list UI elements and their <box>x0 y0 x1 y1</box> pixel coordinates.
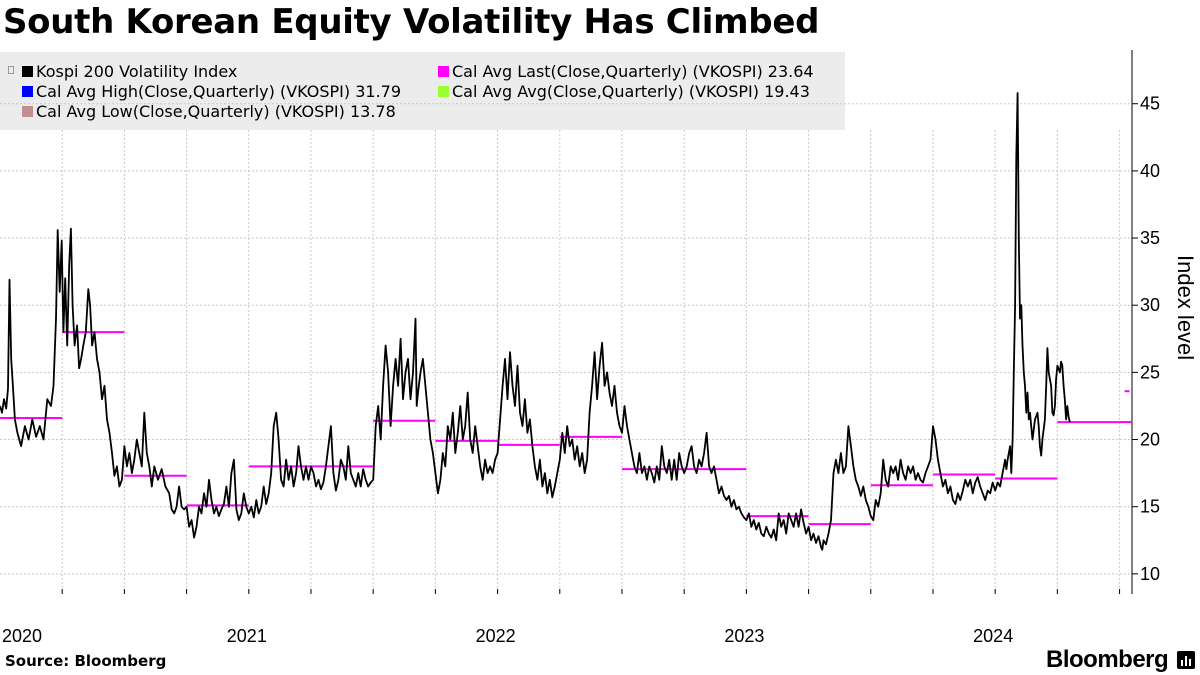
chart-title: South Korean Equity Volatility Has Climb… <box>3 2 820 42</box>
legend-item-kospi: Kospi 200 Volatility Index <box>22 62 237 81</box>
brand-logo-text: Bloomberg <box>1046 646 1169 673</box>
y-tick-label-35: 35 <box>1140 228 1160 248</box>
legend: Kospi 200 Volatility Index Cal Avg High(… <box>0 52 845 130</box>
legend-item-high: Cal Avg High(Close,Quarterly) (VKOSPI) 3… <box>22 82 401 101</box>
legend-label-low: Cal Avg Low(Close,Quarterly) (VKOSPI) 13… <box>36 102 396 121</box>
y-tick-label-15: 15 <box>1140 497 1160 517</box>
legend-swatch-last <box>438 66 449 77</box>
y-tick-label-25: 25 <box>1140 362 1160 382</box>
x-tick-label-2020: 2020 <box>2 626 42 646</box>
legend-label-high: Cal Avg High(Close,Quarterly) (VKOSPI) 3… <box>36 82 402 101</box>
legend-item-low: Cal Avg Low(Close,Quarterly) (VKOSPI) 13… <box>22 102 396 121</box>
x-tick-label-2022: 2022 <box>476 626 516 646</box>
legend-label-kospi: Kospi 200 Volatility Index <box>36 62 238 81</box>
y-tick-label-45: 45 <box>1140 94 1160 114</box>
bloomberg-bar-icon <box>1177 651 1195 669</box>
y-tick-label-40: 40 <box>1140 161 1160 181</box>
y-axis-title: Index level <box>1173 255 1198 360</box>
x-tick-label-2023: 2023 <box>724 626 764 646</box>
legend-label-last: Cal Avg Last(Close,Quarterly) (VKOSPI) 2… <box>452 62 814 81</box>
y-tick-label-30: 30 <box>1140 295 1160 315</box>
y-tick-label-20: 20 <box>1140 430 1160 450</box>
x-tick-label-2021: 2021 <box>227 626 267 646</box>
legend-item-last: Cal Avg Last(Close,Quarterly) (VKOSPI) 2… <box>438 62 814 81</box>
legend-swatch-kospi <box>22 66 33 77</box>
source-note: Source: Bloomberg <box>5 652 167 670</box>
legend-label-avg: Cal Avg Avg(Close,Quarterly) (VKOSPI) 19… <box>452 82 810 101</box>
series-line-kospi200-volatility <box>0 92 1071 551</box>
legend-swatch-high <box>22 86 33 97</box>
x-tick-label-2024: 2024 <box>973 626 1013 646</box>
legend-item-avg: Cal Avg Avg(Close,Quarterly) (VKOSPI) 19… <box>438 82 810 101</box>
y-tick-label-10: 10 <box>1140 564 1160 584</box>
legend-swatch-low <box>22 106 33 117</box>
legend-swatch-avg <box>438 86 449 97</box>
legend-collapse-icon[interactable] <box>8 66 14 74</box>
